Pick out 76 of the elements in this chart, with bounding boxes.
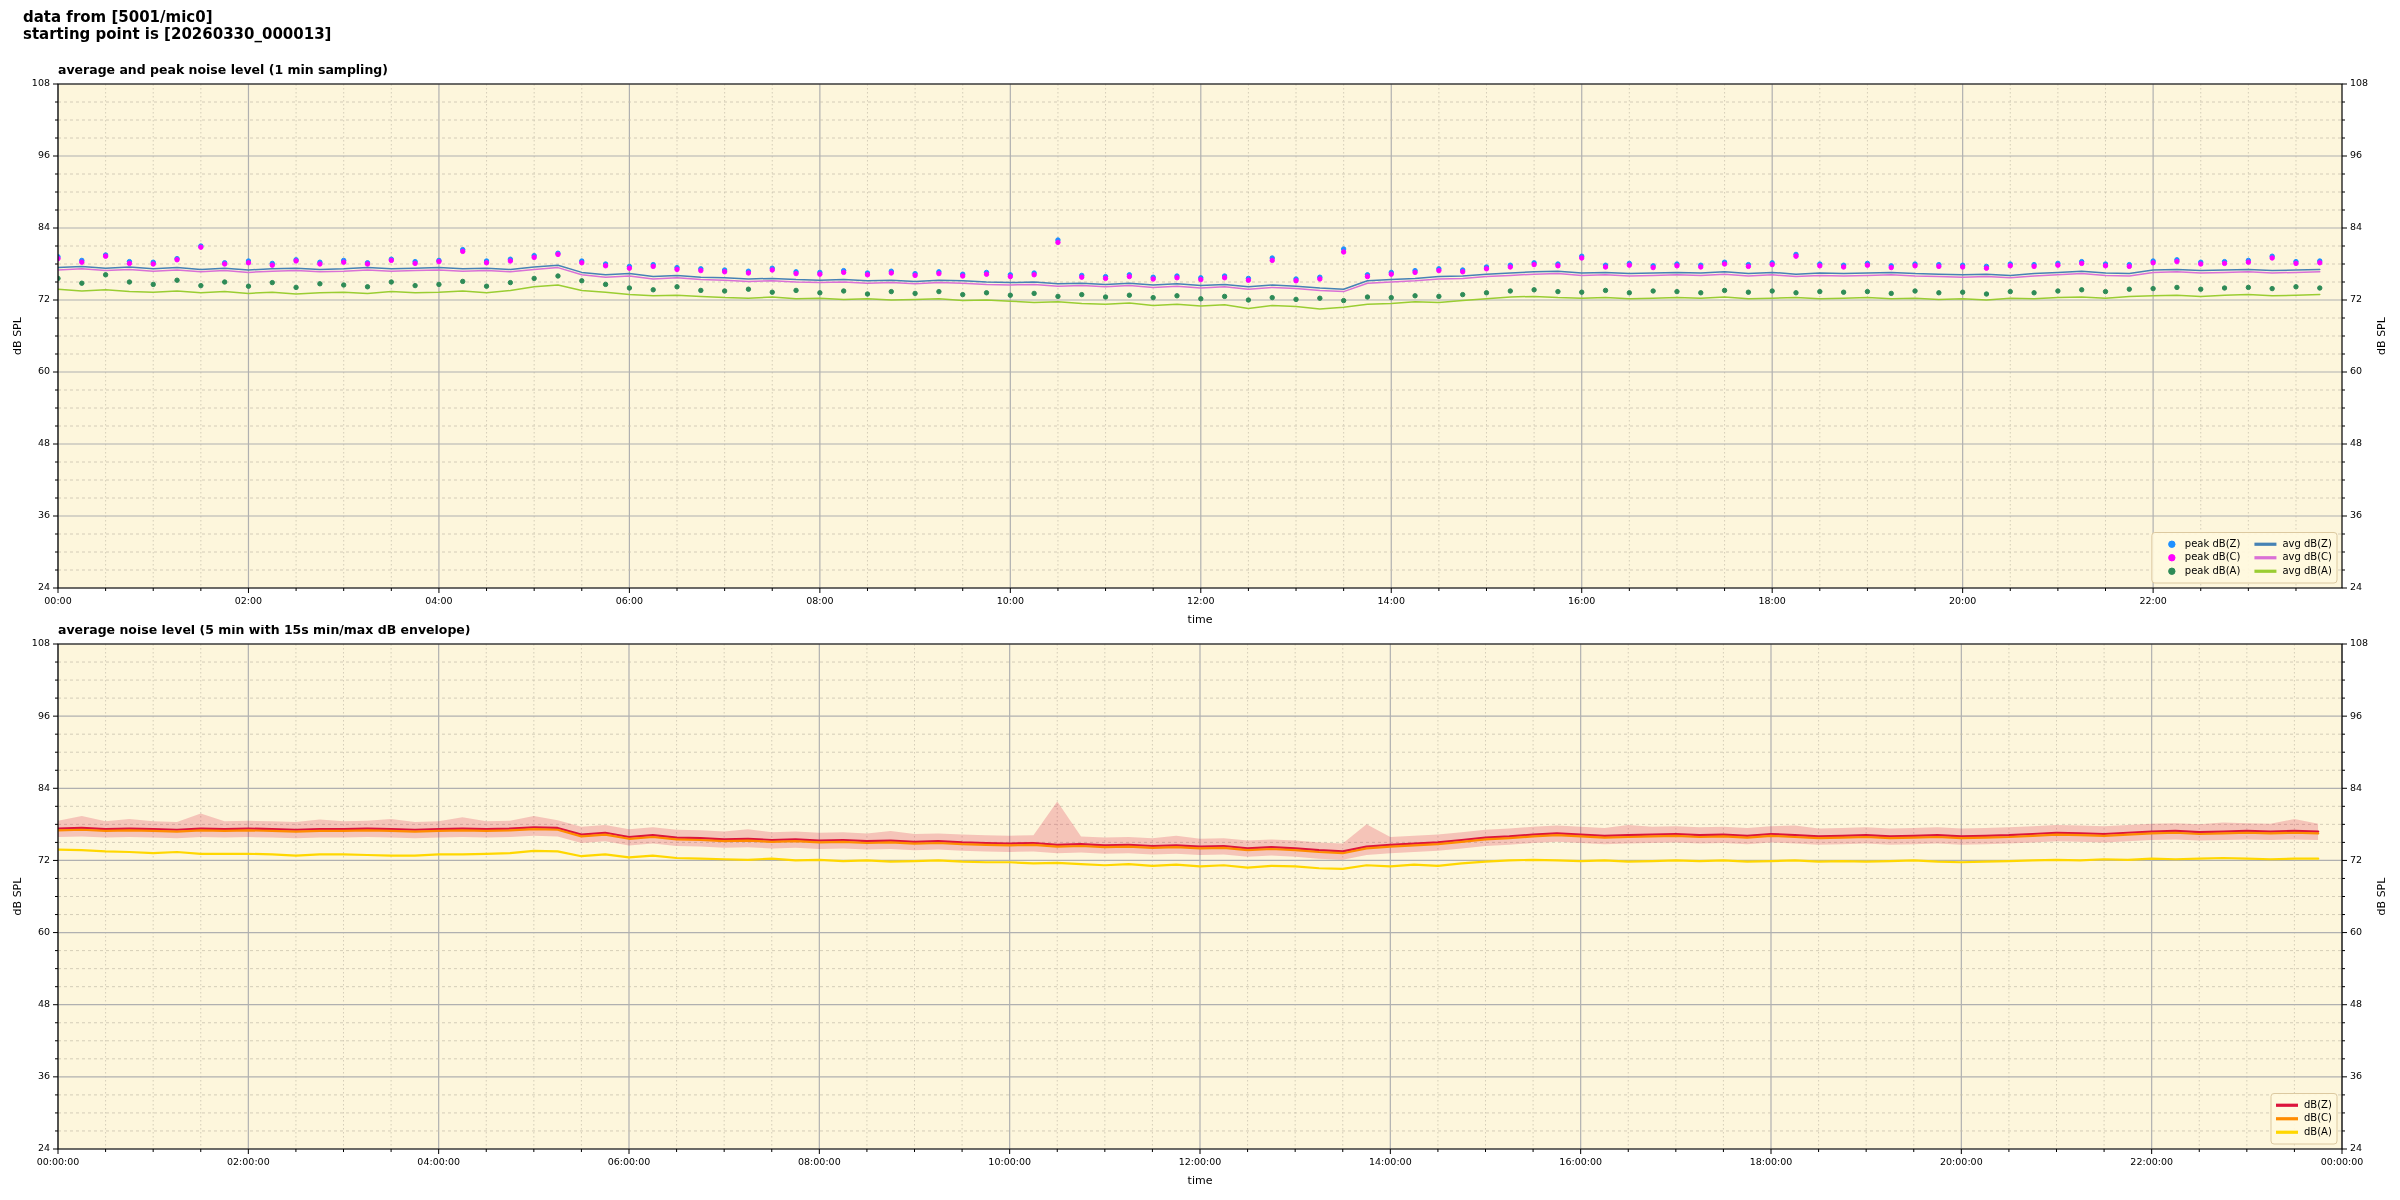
y-tick-label: 108 [31,637,50,649]
y-tick-label: 36 [37,1070,50,1082]
y2-tick-label: 108 [2350,637,2369,649]
y-tick-label: 72 [37,293,50,305]
y2-tick-label: 24 [2350,1142,2363,1154]
y2-tick-label: 60 [2350,365,2363,377]
y-tick-label: 48 [37,998,50,1010]
legend-label: peak dB(A) [2184,564,2241,576]
x-tick-label: 00:00:00 [2320,1156,2364,1168]
x-tick-label: 00:00 [44,595,72,607]
x-tick-label: 18:00 [1758,595,1786,607]
y2-tick-label: 24 [2350,581,2363,593]
x-tick-label: 14:00 [1377,595,1405,607]
y-tick-label: 96 [37,149,50,161]
y-tick-label: 24 [37,581,50,593]
y2-tick-label: 96 [2350,709,2363,721]
x-tick-label: 08:00:00 [798,1156,841,1168]
x-tick-label: 02:00 [234,595,263,607]
y-tick-label: 36 [37,509,50,521]
legend-label: dB(Z) [2304,1098,2332,1110]
legend-label: dB(A) [2304,1125,2332,1137]
y-tick-label: 72 [37,853,50,865]
legend-label: peak dB(C) [2184,551,2241,563]
text: data from [5001/mic0] [23,7,213,26]
legend-label: avg dB(Z) [2282,537,2332,549]
x-tick-label: 16:00:00 [1559,1156,1602,1168]
y-tick-label: 96 [37,709,50,721]
x-tick-label: 10:00 [996,595,1025,607]
y-axis-title: dB SPL [10,316,24,355]
y-tick-label: 60 [37,365,50,377]
y2-tick-label: 36 [2350,1070,2363,1082]
x-tick-label: 18:00:00 [1749,1156,1793,1168]
x-tick-label: 22:00:00 [2130,1156,2173,1168]
x-tick-label: 04:00 [425,595,453,607]
x-tick-label: 08:00 [806,595,834,607]
x-tick-label: 00:00:00 [36,1156,80,1168]
y-tick-label: 24 [37,1142,50,1154]
x-axis-title: time [1187,612,1213,626]
x-tick-label: 12:00:00 [1178,1156,1222,1168]
y2-tick-label: 72 [2350,853,2363,865]
x-tick-label: 04:00:00 [417,1156,460,1168]
y2-tick-label: 72 [2350,293,2363,305]
x-tick-label: 12:00 [1187,595,1215,607]
x-tick-label: 06:00 [615,595,644,607]
y-tick-label: 48 [37,437,50,449]
y-tick-label: 108 [31,77,50,89]
y2-tick-label: 60 [2350,926,2363,938]
x-tick-label: 20:00:00 [1940,1156,1983,1168]
x-tick-label: 20:00 [1948,595,1977,607]
legend-label: dB(C) [2304,1112,2333,1124]
y2-tick-label: 36 [2350,509,2363,521]
y2-tick-label: 48 [2350,437,2363,449]
y2-tick-label: 84 [2350,781,2363,793]
x-tick-label: 16:00 [1568,595,1596,607]
x-tick-label: 02:00:00 [227,1156,270,1168]
x-axis-title: time [1187,1173,1213,1187]
x-tick-label: 10:00:00 [988,1156,1031,1168]
x-tick-label: 14:00:00 [1369,1156,1412,1168]
y2-tick-label: 84 [2350,221,2363,233]
y2-tick-label: 48 [2350,998,2363,1010]
y2-tick-label: 108 [2350,77,2369,89]
legend-label: peak dB(Z) [2184,537,2241,549]
chart-title: average and peak noise level (1 min sampling) [58,62,388,78]
y-tick-label: 84 [37,781,50,793]
y-tick-label: 60 [37,926,50,938]
x-tick-label: 06:00:00 [607,1156,651,1168]
chart-title: average noise level (5 min with 15s min/max dB envelope) [58,622,471,638]
text: starting point is [20260330_000013] [23,24,332,43]
legend-label: avg dB(C) [2282,551,2333,563]
y2-axis-title: dB SPL [2374,876,2388,916]
y-axis-title: dB SPL [10,876,24,916]
y-tick-label: 84 [37,221,50,233]
y2-tick-label: 96 [2350,149,2363,161]
y2-axis-title: dB SPL [2374,316,2388,355]
legend-label: avg dB(A) [2282,564,2332,576]
x-tick-label: 22:00 [2139,595,2167,607]
